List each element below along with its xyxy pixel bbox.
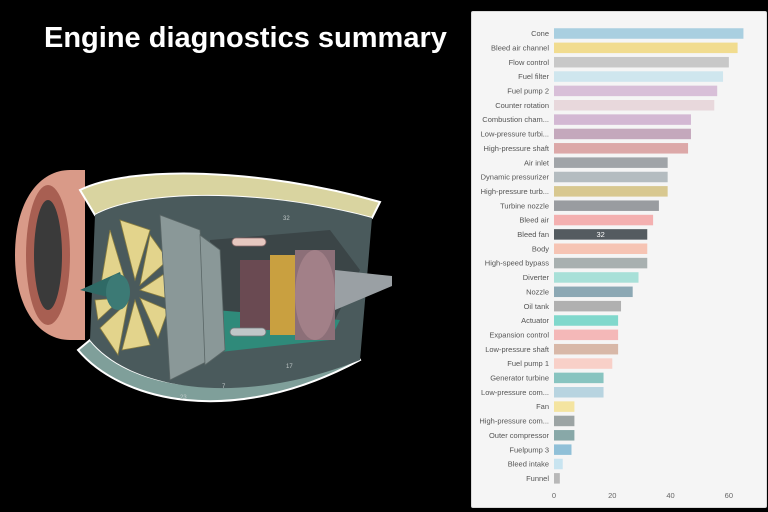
category-label: Diverter xyxy=(523,273,550,282)
chart-bar xyxy=(554,214,654,226)
chart-bar xyxy=(554,186,668,197)
x-tick-label: 40 xyxy=(666,491,674,500)
category-label: Oil tank xyxy=(524,302,550,311)
category-label: Outer compressor xyxy=(489,431,550,440)
illustration-label: 7 xyxy=(222,384,226,390)
chart-bar xyxy=(554,100,715,111)
category-label: High-pressure turb... xyxy=(481,187,549,196)
chart-panel: Cone Bleed air channel Flow control Fuel fi… xyxy=(471,11,767,508)
illustration-label: 17 xyxy=(286,364,293,370)
chart-bar xyxy=(554,430,575,441)
chart-bar xyxy=(554,401,575,412)
chart-bar xyxy=(554,300,622,312)
category-label: Fuel pump 2 xyxy=(507,87,549,96)
category-label: Low-pressure com... xyxy=(481,388,549,397)
chart-bar xyxy=(554,143,689,154)
chart-bar xyxy=(554,358,613,369)
illustration-label: 32 xyxy=(283,216,290,222)
category-label: Nozzle xyxy=(526,287,549,296)
chart-bar xyxy=(554,128,691,140)
category-label: Generator turbine xyxy=(490,374,549,383)
chart-bar xyxy=(554,444,572,455)
category-label: Funnel xyxy=(526,474,549,483)
category-label: Cone xyxy=(531,29,549,38)
category-label: Fuelpump 3 xyxy=(509,445,549,454)
jet-engine-illustration: 32 17 23 7 xyxy=(15,170,392,403)
chart-bar xyxy=(554,272,639,283)
category-label: Actuator xyxy=(521,316,549,325)
chart-bar xyxy=(554,329,619,341)
category-label: High-pressure com... xyxy=(479,417,549,426)
chart-bar xyxy=(554,473,560,484)
bar-chart: Cone Bleed air channel Flow control Fuel fi… xyxy=(479,28,744,500)
category-label: Low-pressure shaft xyxy=(485,345,550,354)
category-label: Dynamic pressurizer xyxy=(481,173,550,182)
chart-bar xyxy=(554,315,619,326)
category-label: Flow control xyxy=(509,58,550,67)
category-label: Body xyxy=(532,244,549,253)
category-label: High-speed bypass xyxy=(485,259,549,268)
illustration-label: 23 xyxy=(180,395,187,401)
category-label: Turbine nozzle xyxy=(500,201,549,210)
category-label: Bleed intake xyxy=(508,460,549,469)
x-tick-label: 20 xyxy=(608,491,616,500)
chart-bar xyxy=(554,229,648,240)
category-label: Fuel filter xyxy=(518,72,549,81)
category-label: Air inlet xyxy=(524,158,550,167)
chart-bar xyxy=(554,42,738,54)
chart-bar xyxy=(554,114,691,125)
category-label: High-pressure shaft xyxy=(484,144,550,153)
x-tick-label: 60 xyxy=(725,491,733,500)
chart-bar xyxy=(554,415,575,427)
data-label: 32 xyxy=(596,230,604,239)
category-label: Fan xyxy=(536,402,549,411)
chart-bar xyxy=(554,56,729,68)
category-label: Combustion cham... xyxy=(482,115,549,124)
chart-bar xyxy=(554,28,744,39)
category-label: Fuel pump 1 xyxy=(507,359,549,368)
chart-bar xyxy=(554,200,659,211)
chart-bar xyxy=(554,85,718,97)
chart-bar xyxy=(554,387,604,398)
chart-bar xyxy=(554,71,724,82)
chart-bar xyxy=(554,286,633,298)
page-title: Engine diagnostics summary xyxy=(44,22,447,54)
category-label: Low-pressure turbi... xyxy=(481,130,549,139)
category-label: Bleed air xyxy=(519,216,549,225)
category-label: Expansion control xyxy=(489,330,549,339)
chart-bar xyxy=(554,257,648,269)
chart-bar xyxy=(554,458,563,470)
chart-bar xyxy=(554,157,668,168)
chart-bar xyxy=(554,343,619,355)
category-label: Counter rotation xyxy=(495,101,549,110)
category-label: Bleed fan xyxy=(517,230,549,239)
x-tick-label: 0 xyxy=(552,491,556,500)
category-label: Bleed air channel xyxy=(491,43,549,52)
chart-bar xyxy=(554,171,668,183)
chart-bar xyxy=(554,243,648,254)
chart-bar xyxy=(554,372,604,384)
